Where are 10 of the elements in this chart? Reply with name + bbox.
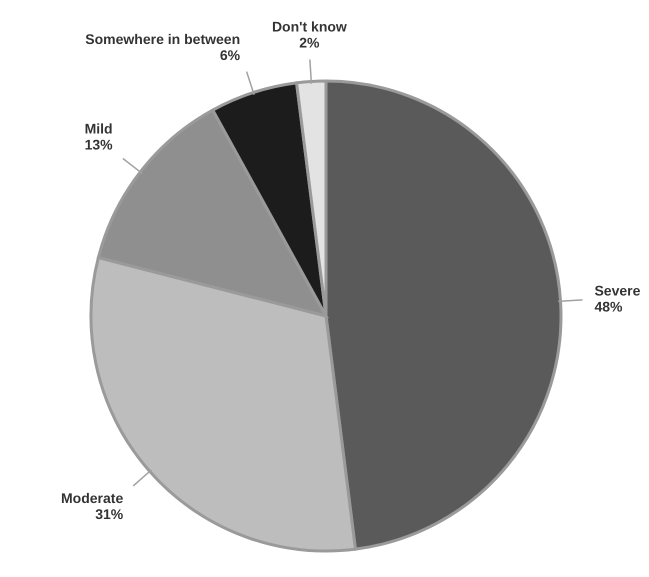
slice-label: Somewhere in between [85,30,240,47]
slice-label: Don't know [272,18,347,35]
data-label: 6% [220,46,241,63]
data-label: 48% [594,298,624,314]
slice-label: Moderate [60,490,124,506]
slice-label: Mild [84,120,113,137]
slice-label: Severe [594,282,641,298]
data-label: 13% [84,136,114,153]
data-label: 31% [95,506,124,522]
data-label: 2% [299,34,320,51]
